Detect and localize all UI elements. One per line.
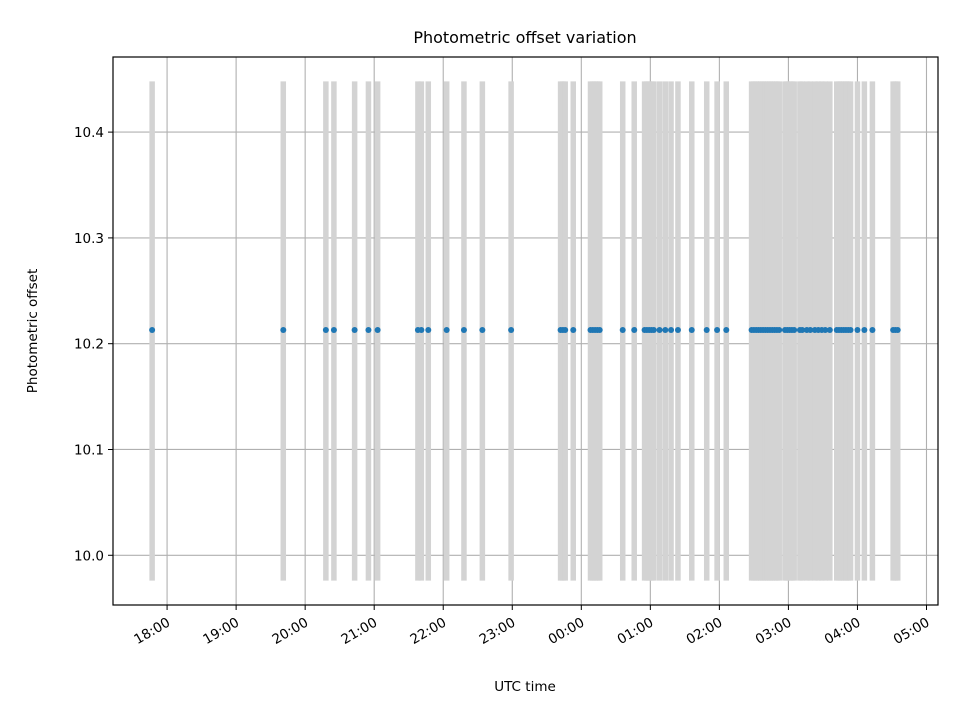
- data-point: [619, 326, 626, 333]
- data-point: [861, 326, 868, 333]
- data-point: [351, 326, 358, 333]
- data-point: [322, 326, 329, 333]
- data-point: [668, 326, 675, 333]
- y-axis-ticks: 10.0 10.1 10.2 10.3 10.4: [74, 125, 113, 564]
- x-tick-label: 22:00: [408, 615, 450, 648]
- data-point: [662, 326, 669, 333]
- data-point: [479, 326, 486, 333]
- data-point: [374, 326, 381, 333]
- y-tick-label: 10.3: [74, 231, 104, 247]
- data-point: [656, 326, 663, 333]
- data-point: [596, 326, 603, 333]
- data-point: [280, 326, 287, 333]
- data-points: [149, 326, 901, 333]
- plot-frame: [112, 56, 939, 606]
- x-tick-label: 02:00: [684, 615, 726, 648]
- x-tick-label: 20:00: [269, 615, 311, 648]
- data-point: [570, 326, 577, 333]
- y-tick-label: 10.1: [74, 442, 104, 458]
- data-point: [674, 326, 681, 333]
- y-tick-label: 10.4: [74, 125, 104, 141]
- data-point: [894, 326, 901, 333]
- data-point: [807, 326, 814, 333]
- x-tick-label: 19:00: [200, 615, 242, 648]
- data-point: [822, 326, 829, 333]
- y-tick-label: 10.0: [74, 548, 104, 564]
- y-tick-label: 10.2: [74, 337, 104, 353]
- data-point: [854, 326, 861, 333]
- x-tick-label: 18:00: [131, 615, 173, 648]
- data-point: [443, 326, 450, 333]
- x-tick-label: 05:00: [891, 615, 933, 648]
- data-point: [847, 326, 854, 333]
- data-point: [799, 326, 806, 333]
- data-point: [149, 326, 156, 333]
- data-point: [631, 326, 638, 333]
- data-point: [723, 326, 730, 333]
- data-point: [703, 326, 710, 333]
- x-axis-label: UTC time: [494, 679, 556, 695]
- x-tick-label: 04:00: [822, 615, 864, 648]
- chart-title: Photometric offset variation: [413, 28, 636, 47]
- data-point: [688, 326, 695, 333]
- data-point: [508, 326, 515, 333]
- x-tick-label: 01:00: [615, 615, 657, 648]
- y-axis-label: Photometric offset: [25, 269, 41, 393]
- data-point: [826, 326, 833, 333]
- data-point: [869, 326, 876, 333]
- x-tick-label: 03:00: [753, 615, 795, 648]
- x-tick-label: 23:00: [477, 615, 519, 648]
- data-point: [418, 326, 425, 333]
- data-point: [460, 326, 467, 333]
- data-point: [562, 326, 569, 333]
- data-point: [330, 326, 337, 333]
- data-point: [650, 326, 657, 333]
- data-point: [365, 326, 372, 333]
- x-tick-label: 21:00: [338, 615, 380, 648]
- x-tick-label: 00:00: [546, 615, 588, 648]
- data-point: [425, 326, 432, 333]
- data-point: [791, 326, 798, 333]
- x-axis-ticks: 18:00 19:00 20:00 21:00 22:00 23:00 00:00 01:00…: [131, 605, 932, 648]
- data-point: [714, 326, 721, 333]
- data-point: [776, 326, 783, 333]
